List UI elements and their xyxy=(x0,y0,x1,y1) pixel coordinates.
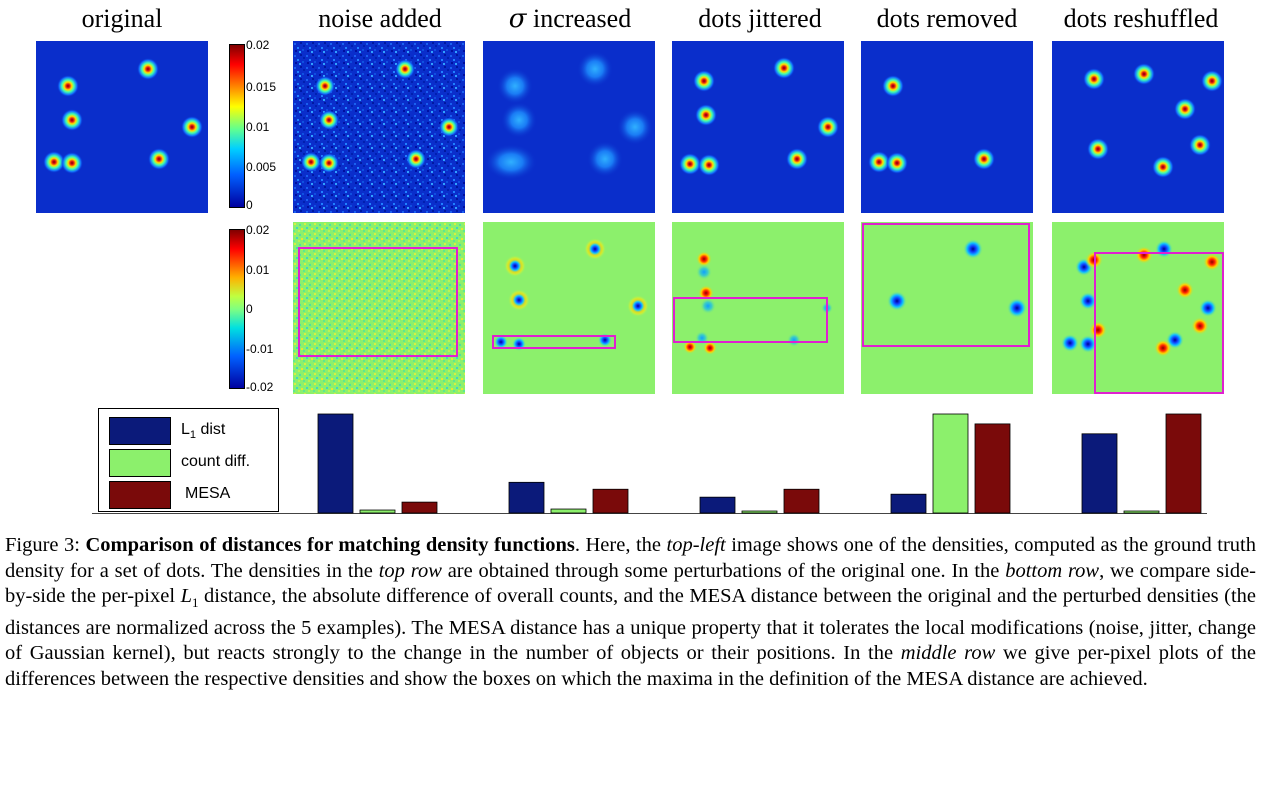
density-jitter xyxy=(672,41,844,213)
diff-jitter xyxy=(672,222,844,394)
cbar-top-tick-4: 0 xyxy=(246,198,253,212)
caption-t3: are obtained through some perturbations … xyxy=(441,559,1006,582)
legend-label-mesa: MESA xyxy=(185,485,231,502)
caption-t6: we give per-pixel plots of the differenc… xyxy=(5,642,1256,691)
density-noise xyxy=(293,41,465,213)
legend-swatch-count xyxy=(109,449,171,477)
caption-e1: top-left xyxy=(666,534,726,556)
caption-t2: image shows one of the densities, comput… xyxy=(5,534,1256,582)
bar-count xyxy=(741,510,778,514)
diff-sigma xyxy=(483,222,655,394)
caption-math-sub: 1 xyxy=(191,595,199,611)
density-reshuffled xyxy=(1052,41,1224,213)
bar-l1 xyxy=(508,481,545,514)
caption-bold: Comparison of distances for matching den… xyxy=(85,534,575,556)
bar-count xyxy=(359,509,396,514)
cbar-top-tick-2: 0.01 xyxy=(246,120,270,134)
density-sigma xyxy=(483,41,655,213)
bar-mesa xyxy=(401,501,438,514)
distance-bar-chart xyxy=(92,413,1207,514)
mesa-box xyxy=(1094,252,1224,394)
cbar-top-tick-3: 0.005 xyxy=(246,160,277,174)
legend-l1-sub: 1 xyxy=(189,429,197,442)
cbar-mid-tick-1: 0.01 xyxy=(246,263,270,277)
bar-l1 xyxy=(890,493,927,514)
title-removed: dots removed xyxy=(876,4,1018,33)
colorbar-middle xyxy=(229,229,245,389)
caption-math-l: L xyxy=(180,585,192,608)
caption-t1: . Here, the xyxy=(574,534,667,556)
title-noise: noise added xyxy=(318,4,442,33)
bar-count xyxy=(550,508,587,514)
bar-mesa xyxy=(1165,413,1202,514)
figure-caption: Figure 3: Comparison of distances for ma… xyxy=(5,533,1256,693)
title-sigma: σ increased xyxy=(480,4,660,34)
cbar-mid-tick-3: -0.01 xyxy=(246,342,274,356)
bar-mesa xyxy=(592,488,629,514)
caption-math-l1: L1 xyxy=(180,585,199,611)
legend-label-l1: L1 dist xyxy=(181,421,225,441)
legend-swatch-mesa xyxy=(109,481,171,509)
legend-label-count: count diff. xyxy=(181,453,251,470)
title-original: original xyxy=(81,4,163,33)
mesa-box xyxy=(298,247,458,357)
title-jitter: dots jittered xyxy=(698,4,822,33)
caption-e4: middle row xyxy=(900,642,996,665)
chart-legend: L1 dist count diff. MESA xyxy=(98,408,279,512)
cbar-top-tick-1: 0.015 xyxy=(246,80,277,94)
caption-e2: top row xyxy=(378,559,442,582)
bar-l1 xyxy=(699,496,736,514)
colorbar-top xyxy=(229,44,245,208)
caption-t4: , we compare side-by-side the per-pixel xyxy=(5,559,1256,608)
bar-mesa xyxy=(783,488,820,514)
caption-t5: distance, the absolute difference of ove… xyxy=(5,585,1256,665)
mesa-box xyxy=(492,335,616,349)
bar-mesa xyxy=(974,423,1011,514)
legend-l1-main: L xyxy=(181,421,190,438)
cbar-mid-tick-4: -0.02 xyxy=(246,380,274,394)
sigma-symbol: σ xyxy=(508,4,527,34)
bar-l1 xyxy=(317,413,354,514)
bar-l1 xyxy=(1081,433,1118,514)
cbar-top-tick-0: 0.02 xyxy=(246,38,270,52)
legend-l1-rest: dist xyxy=(196,421,226,438)
caption-label: Figure 3: xyxy=(5,534,86,556)
density-removed xyxy=(861,41,1033,213)
legend-swatch-l1 xyxy=(109,417,171,445)
sigma-title-text: increased xyxy=(526,4,632,33)
bar-count xyxy=(1123,510,1160,514)
mesa-box xyxy=(673,297,828,343)
cbar-mid-tick-2: 0 xyxy=(246,302,253,316)
diff-reshuffled xyxy=(1052,222,1224,394)
cbar-mid-tick-0: 0.02 xyxy=(246,223,270,237)
mesa-box xyxy=(862,223,1030,347)
diff-noise xyxy=(293,222,465,394)
diff-removed xyxy=(861,222,1033,394)
density-original xyxy=(36,41,208,213)
caption-e3: bottom row xyxy=(1005,559,1100,582)
bar-count xyxy=(932,413,969,514)
title-reshuffled: dots reshuffled xyxy=(1063,4,1219,33)
